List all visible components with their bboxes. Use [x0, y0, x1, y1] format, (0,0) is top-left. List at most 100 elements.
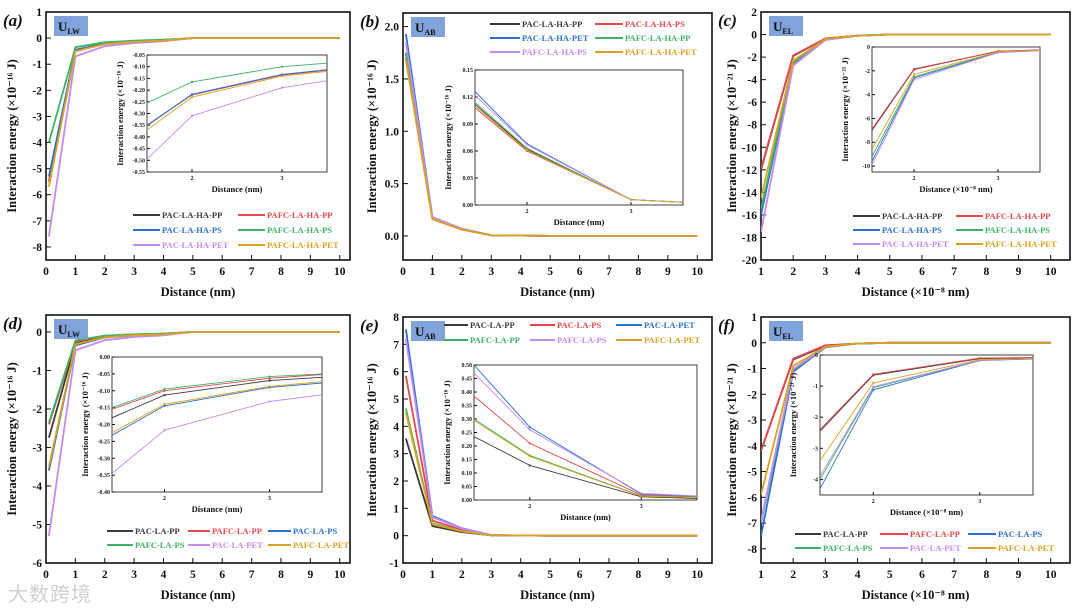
y-tick-label: 2: [393, 476, 399, 488]
x-tick-label: 7: [606, 569, 612, 581]
y-tick-label: 0.00: [100, 355, 111, 361]
y-axis-label: Interaction energy (×10⁻¹⁶ J): [5, 362, 19, 515]
y-tick-label: -3: [813, 446, 818, 452]
panel-label: (c): [718, 11, 737, 30]
data-point-marker: [528, 426, 531, 429]
y-tick-label: 0.00: [463, 203, 474, 209]
series-line: [147, 62, 327, 104]
badge-subscript: LW: [67, 330, 80, 339]
legend-entry: PAC-LA-PP: [135, 526, 180, 536]
x-tick-label: 4: [518, 569, 524, 581]
x-axis-label: Distance (nm): [520, 588, 595, 602]
series-group: [820, 357, 1033, 490]
y-tick-label: -12: [742, 165, 758, 177]
x-tick-label: 3: [823, 569, 829, 581]
y-tick-label: 0.25: [462, 431, 473, 437]
legend-entry: PAC-LA-PET: [644, 320, 695, 330]
y-tick-label: 4: [393, 421, 399, 433]
legend: PAC-LA-PP PAC-LA-PS PAC-LA-PET PAFC-LA-PP PA…: [444, 320, 700, 345]
series-line: [112, 376, 322, 419]
y-tick-label: -4: [813, 477, 818, 483]
legend-entry: PAC-LA-HA-PET: [522, 33, 589, 43]
x-tick-label: 3: [997, 176, 1000, 182]
x-tick-label: 1: [430, 569, 436, 581]
x-tick-label: 2: [913, 176, 916, 182]
y-tick-label: -0.15: [133, 76, 146, 82]
legend-entry: PAFC-LA-HA-PET: [625, 47, 697, 57]
inset-y-axis-label: Interaction energy (×10⁻¹⁶ J): [442, 380, 452, 485]
y-tick-label: -3: [32, 111, 42, 123]
y-tick-label: 0.30: [462, 417, 473, 423]
series-line: [112, 394, 322, 474]
data-point-marker: [268, 377, 271, 380]
x-axis-label: Distance (×10⁻⁸ nm): [862, 285, 970, 299]
x-tick-label: 9: [307, 569, 313, 581]
legend-entry: PAFC-LA-HA-PP: [985, 211, 1050, 221]
y-tick-label: -4: [32, 481, 42, 493]
y-tick-label: -0.05: [98, 372, 111, 378]
x-tick-label: 3: [268, 496, 271, 502]
data-point-marker: [525, 147, 529, 150]
watermark-logo: 大数跨境: [8, 582, 92, 606]
x-tick-label: 9: [307, 266, 313, 278]
x-tick-label: 2: [102, 266, 108, 278]
y-tick-label: -1: [389, 558, 399, 570]
series-line: [474, 436, 697, 499]
inset-x-axis-label: Distance (×10⁻⁸ nm): [919, 184, 992, 194]
data-point-marker: [528, 464, 531, 467]
y-tick-label: 0.20: [462, 444, 473, 450]
y-tick-label: 0.35: [462, 404, 473, 410]
x-tick-label: 7: [249, 569, 255, 581]
x-tick-label: 2: [459, 266, 465, 278]
y-tick-label: 3: [393, 449, 399, 461]
y-tick-label: -5: [747, 467, 757, 479]
series-group: [405, 33, 698, 237]
panel-label: (f): [718, 316, 735, 335]
y-tick-label: -4: [865, 93, 870, 99]
x-tick-label: 8: [636, 569, 642, 581]
x-tick-label: 1: [758, 569, 764, 581]
legend-entry: PAFC-LA-PS: [135, 540, 185, 550]
legend-entry: PAFC-LA-HA-PP: [267, 210, 332, 220]
x-tick-label: 4: [161, 569, 167, 581]
data-point-marker: [872, 381, 875, 385]
x-tick-label: 8: [636, 266, 642, 278]
y-axis-label: Interaction energy (×10⁻²¹ J): [725, 363, 739, 516]
series-line: [474, 395, 697, 498]
data-point-marker: [163, 394, 166, 397]
y-tick-label: -0.35: [133, 123, 146, 129]
y-tick-label: 0.09: [463, 122, 474, 128]
y-axis-label: Interaction energy (×10⁻¹⁶ J): [5, 59, 19, 212]
inset-frame: [474, 69, 684, 206]
badge-label: ULW: [58, 19, 80, 36]
y-tick-label: -0.15: [98, 406, 111, 412]
y-tick-label: -0.10: [133, 65, 146, 71]
y-tick-label: -6: [747, 492, 757, 504]
badge-main: U: [58, 322, 68, 337]
badge-subscript: EL: [782, 332, 793, 341]
inset-chart: 2 3 -0.05 -0.10 -0.15 -0.20 -0.25 -0.30 -0.35 -0.…: [115, 53, 328, 194]
x-tick-label: 6: [219, 569, 225, 581]
inset-x-axis-label: Distance (nm): [212, 184, 263, 194]
legend-entry: PAFC-LA-HA-PS: [267, 225, 332, 235]
x-tick-label: 7: [951, 266, 957, 278]
x-tick-label: 5: [547, 266, 553, 278]
y-tick-label: -16: [742, 210, 758, 222]
badge-main: U: [773, 324, 783, 339]
series-line: [761, 341, 1051, 495]
y-tick-label: -0.05: [133, 53, 146, 59]
y-tick-label: 0: [36, 33, 42, 45]
y-tick-label: 1: [751, 312, 757, 324]
y-tick-label: 0.45: [462, 377, 473, 383]
x-tick-label: 3: [281, 176, 284, 182]
y-tick-label: 0.50: [462, 363, 473, 369]
x-tick-label: 5: [887, 569, 893, 581]
series-line: [474, 365, 697, 497]
x-tick-label: 2: [191, 176, 194, 182]
y-tick-label: -8: [747, 120, 757, 132]
x-tick-label: 9: [665, 569, 671, 581]
y-tick-label: -1: [747, 364, 757, 376]
y-tick-label: -2: [747, 52, 757, 64]
y-tick-label: -7: [32, 216, 42, 228]
data-point-marker: [163, 403, 166, 406]
